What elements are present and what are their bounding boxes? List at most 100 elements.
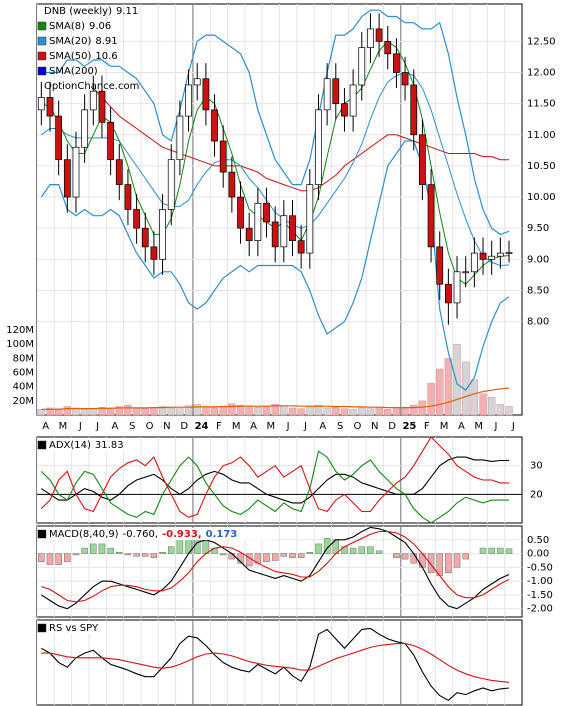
volume-bar (202, 407, 210, 416)
histogram-bar (367, 546, 374, 554)
volume-bar (184, 405, 193, 416)
volume-bar (254, 407, 262, 416)
label-layer: A M J J A S O N D 24 F M A M J J A S O N D 25 F M A M J J8.008.509.… (6, 6, 556, 634)
candle-body (384, 41, 392, 55)
y-tick-label: 12.50 (527, 36, 556, 47)
y-tick-label: 9.50 (527, 223, 549, 234)
candle-body (176, 115, 184, 161)
volume-bar (444, 358, 453, 416)
candle-body (89, 90, 97, 111)
x-tick-label: J (494, 421, 498, 432)
y-tick-label: 100M (6, 339, 34, 350)
volume-bar (124, 404, 132, 416)
volume-bar (193, 404, 201, 416)
histogram-bar (505, 548, 513, 554)
histogram-bar (453, 553, 461, 568)
legend-text: DNB (weekly) 9.11 (44, 6, 138, 17)
y-tick-label: -1.00 (527, 576, 553, 587)
volume-bar (106, 407, 115, 416)
volume-bar (436, 368, 444, 416)
macd-line (41, 526, 510, 610)
y-tick-label: 10.50 (527, 161, 556, 172)
legend-bg (38, 439, 130, 451)
y-tick-label: 10.00 (527, 192, 556, 203)
legend-part: SMA(8) (49, 21, 85, 32)
x-tick-label: 25 (402, 421, 416, 432)
volume-bar (488, 397, 496, 416)
volume-bar (306, 406, 314, 416)
candle-body (141, 227, 149, 248)
candle-body (306, 184, 314, 254)
volume-bar (80, 409, 89, 416)
legend-swatch (37, 36, 47, 46)
x-tick-label: M (232, 421, 241, 432)
volume-bar (46, 407, 54, 416)
volume-bar (349, 409, 357, 416)
y-tick-label: 20M (13, 396, 34, 407)
volume-bar (288, 407, 297, 416)
y-tick-label: 60M (13, 368, 34, 379)
histogram-bar (72, 553, 80, 556)
histogram-bar (349, 547, 357, 554)
y-tick-label: 20 (530, 489, 543, 500)
histogram-bar (289, 553, 296, 558)
candle-body (81, 109, 89, 148)
candle-body (46, 97, 54, 117)
candle-body (367, 28, 374, 48)
candle-body (470, 252, 478, 273)
x-tick-label: J (286, 421, 290, 432)
legend-part: SMA(20) (49, 36, 91, 47)
candle-body (410, 84, 418, 136)
x-tick-label: J (95, 421, 99, 432)
histogram-bar (159, 551, 166, 554)
x-tick-label: M (59, 421, 68, 432)
legend-swatch (37, 51, 47, 61)
candle-body (496, 252, 504, 257)
band-line (41, 9, 510, 236)
y-tick-label: -1.50 (527, 590, 553, 601)
legend-part: 8.91 (95, 36, 117, 47)
histogram-bar (168, 546, 175, 554)
legend-part: SMA(50) (49, 51, 91, 62)
volume-bar (236, 404, 245, 416)
volume-bar (89, 408, 97, 416)
candle-body (115, 159, 123, 185)
candle-body (427, 184, 435, 248)
histogram-bar (297, 553, 305, 558)
candle-body (453, 271, 461, 304)
x-tick-label: S (337, 421, 343, 432)
x-tick-label: A (319, 421, 326, 432)
histogram-bar (462, 553, 469, 560)
volume-bar (280, 405, 288, 416)
x-tick-label: D (180, 421, 188, 432)
candle-body (185, 84, 192, 117)
volume-bar (314, 404, 323, 416)
candle-body (479, 252, 487, 260)
legend-part: -0.760, (123, 529, 158, 540)
y-tick-label: 8.50 (527, 285, 549, 296)
x-tick-label: J (303, 421, 307, 432)
legend-part: 9.06 (89, 21, 111, 32)
histogram-bar (55, 553, 62, 565)
histogram-bar (488, 547, 495, 554)
histogram-bar (306, 551, 314, 554)
candle-body (358, 47, 366, 86)
legend-text: SMA(20) 8.91 (49, 36, 118, 47)
legend-swatch (37, 623, 47, 633)
histogram-bar (38, 553, 45, 563)
volume-bar (150, 407, 158, 416)
histogram-bar (142, 553, 149, 557)
x-tick-label: M (440, 421, 449, 432)
legend-bg (38, 622, 104, 634)
candle-body (211, 109, 218, 142)
histogram-bar (81, 547, 88, 554)
histogram-bar (64, 553, 71, 563)
legend-part: 31.83 (95, 440, 124, 451)
volume-bar (340, 408, 349, 416)
volume-bar (98, 407, 106, 416)
volume-bar (505, 406, 513, 416)
legend-part: SMA(200) (49, 66, 98, 77)
histogram-bar (90, 543, 97, 554)
y-tick-label: 8.00 (527, 317, 549, 328)
volume-bar (72, 407, 80, 416)
